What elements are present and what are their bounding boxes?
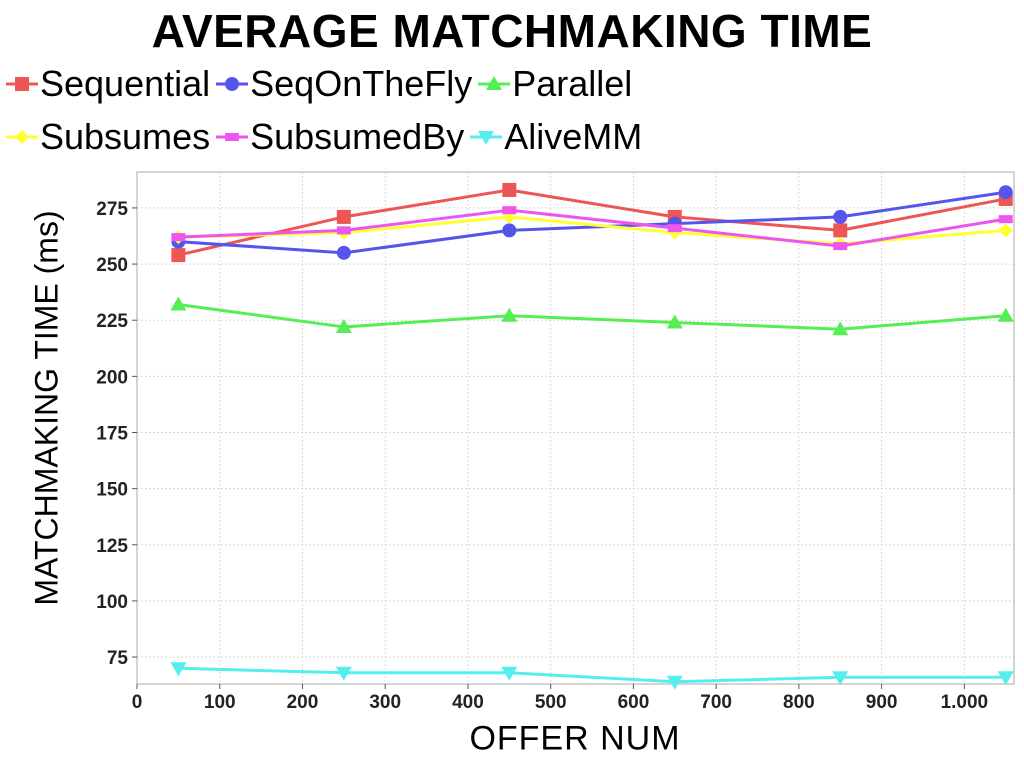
data-point-alivemm: [997, 671, 1014, 686]
legend-row-1: Sequential SeqOnTheFly Parallel: [6, 63, 638, 105]
legend-item-sequential: Sequential: [6, 63, 210, 105]
triangle-down-marker-icon: [470, 131, 503, 145]
series-line-alivemm: [178, 666, 1006, 684]
legend-label: Sequential: [40, 63, 211, 104]
series-line-sequential: [178, 188, 1007, 257]
data-point-subsumedby: [667, 224, 682, 233]
data-point-sequential: [833, 223, 848, 238]
y-tick-label: 275: [96, 199, 128, 220]
data-point-subsumedby: [502, 206, 517, 215]
series-line-subsumedby: [178, 208, 1006, 248]
x-tick-label: 800: [783, 692, 815, 713]
legend-label: SubsumedBy: [250, 116, 465, 157]
legend-label: Parallel: [512, 63, 633, 104]
data-point-parallel: [170, 296, 187, 311]
x-tick-label: 600: [618, 692, 650, 713]
data-point-alivemm: [501, 666, 518, 681]
data-point-subsumedby: [336, 226, 351, 235]
series-line-parallel: [178, 303, 1006, 331]
legend-item-alivemm: AliveMM: [470, 116, 642, 158]
data-point-parallel: [997, 307, 1014, 322]
data-point-parallel: [666, 314, 683, 329]
data-point-seqonthefly: [502, 223, 517, 238]
plot-border: [136, 171, 1015, 685]
data-point-alivemm: [666, 675, 683, 690]
triangle-up-marker-icon: [478, 76, 511, 90]
x-tick-label: 100: [204, 692, 236, 713]
data-point-subsumedby: [998, 215, 1013, 224]
legend-item-subsumedby: SubsumedBy: [216, 116, 464, 158]
data-point-sequential: [171, 248, 186, 263]
y-tick-label: 200: [96, 367, 128, 388]
legend-label: AliveMM: [504, 116, 643, 157]
plot-background: [137, 172, 1014, 684]
x-tick-label: 700: [700, 692, 732, 713]
legend-row-2: Subsumes SubsumedBy AliveMM: [6, 116, 648, 158]
y-tick-label: 125: [96, 536, 128, 557]
legend-item-seqonthefly: SeqOnTheFly: [216, 63, 472, 105]
x-tick-label: 300: [369, 692, 401, 713]
square-marker-icon: [6, 77, 38, 91]
diamond-marker-icon: [6, 130, 38, 144]
data-point-alivemm: [832, 671, 849, 686]
y-tick-label: 150: [96, 480, 128, 501]
data-point-sequential: [502, 182, 517, 197]
data-point-alivemm: [170, 662, 187, 677]
x-tick-label: 500: [535, 692, 567, 713]
legend-item-parallel: Parallel: [478, 63, 632, 105]
series-line-seqonthefly: [178, 190, 1006, 255]
x-tick-label: 400: [452, 692, 484, 713]
data-point-parallel: [832, 321, 849, 336]
y-tick-label: 225: [96, 311, 128, 332]
data-point-parallel: [335, 318, 352, 333]
data-point-subsumedby: [171, 233, 186, 242]
x-axis-label: OFFER NUM: [469, 719, 681, 758]
chart-title: AVERAGE MATCHMAKING TIME: [151, 5, 873, 57]
data-point-seqonthefly: [336, 245, 351, 260]
x-tick-label: 200: [287, 692, 319, 713]
y-tick-label: 100: [96, 592, 128, 613]
legend-label: SeqOnTheFly: [250, 63, 473, 104]
x-tick-label: 900: [866, 692, 898, 713]
data-point-seqonthefly: [833, 209, 848, 224]
data-point-subsumes: [998, 223, 1013, 238]
x-tick-label: 1.000: [941, 692, 989, 713]
rect-marker-icon: [216, 133, 249, 141]
data-point-alivemm: [335, 666, 352, 681]
data-point-parallel: [501, 307, 518, 322]
y-tick-label: 250: [96, 255, 128, 276]
legend-item-subsumes: Subsumes: [6, 116, 210, 158]
circle-marker-icon: [216, 77, 249, 91]
legend-label: Subsumes: [40, 116, 211, 157]
x-tick-label: 0: [132, 692, 143, 713]
data-point-seqonthefly: [998, 185, 1013, 200]
data-point-subsumedby: [833, 242, 848, 251]
data-point-sequential: [336, 209, 351, 224]
y-tick-label: 175: [96, 423, 128, 444]
y-axis-label: MATCHMAKING TIME (ms): [28, 210, 65, 606]
y-tick-label: 75: [107, 648, 129, 669]
